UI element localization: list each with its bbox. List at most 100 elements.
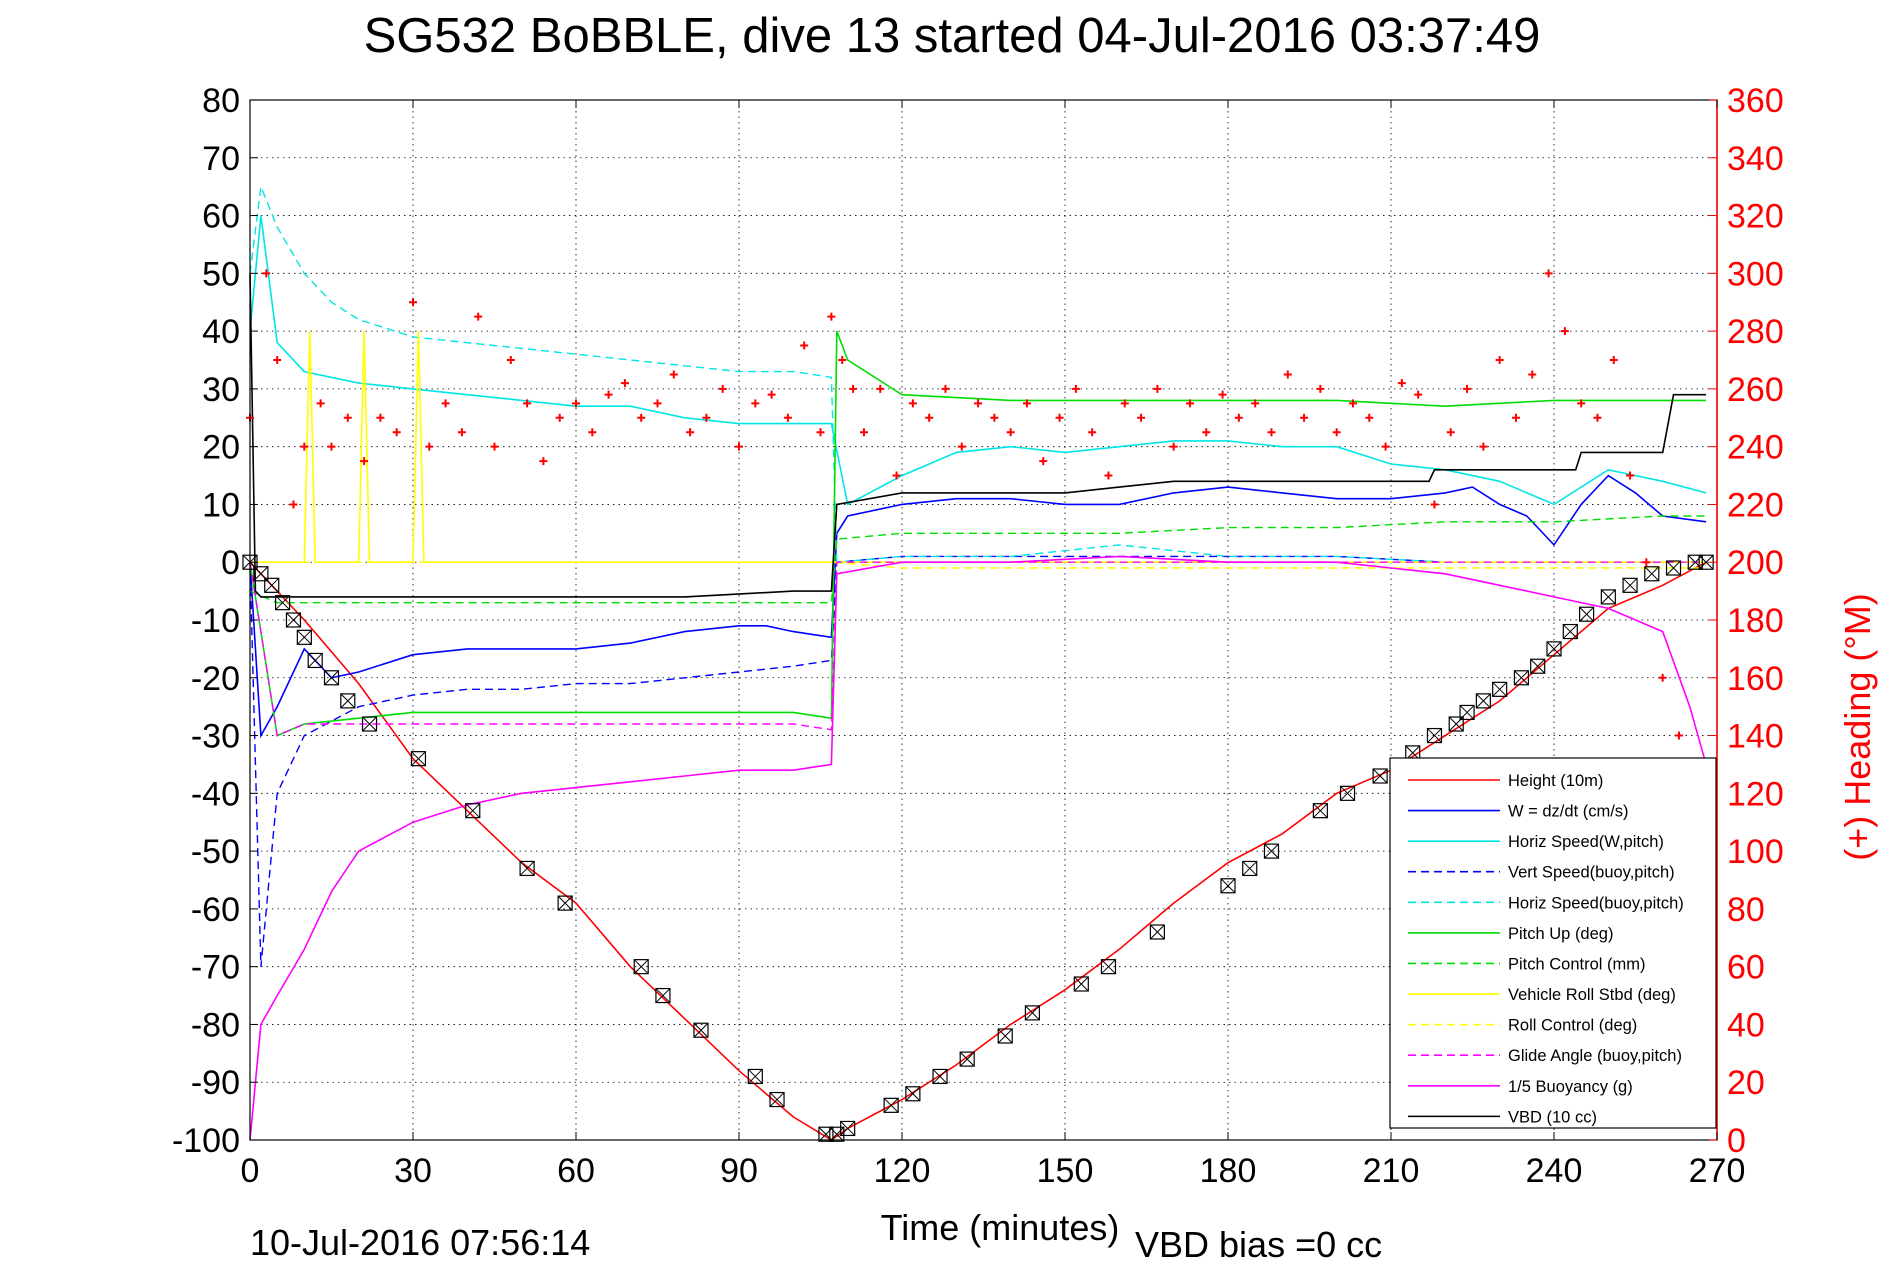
height-marker-cross <box>519 861 535 876</box>
height-marker <box>465 803 481 819</box>
height-marker <box>253 566 269 582</box>
y-right-tick-label: 120 <box>1727 775 1784 813</box>
height-marker-cross <box>1579 606 1594 622</box>
y-left-tick-label: 70 <box>202 140 240 178</box>
y-left-tick-label: -50 <box>191 833 240 871</box>
height-marker-cross <box>1514 670 1529 686</box>
y-left-tick-label: -10 <box>191 602 240 640</box>
height-marker <box>1149 924 1165 940</box>
height-marker <box>1492 681 1508 697</box>
height-marker <box>1448 716 1464 732</box>
height-marker <box>883 1097 899 1113</box>
heading-point <box>620 379 629 388</box>
series-1-5-buoyancy-g <box>249 555 1707 1141</box>
height-marker <box>307 652 323 669</box>
heading-point <box>637 413 646 422</box>
heading-point <box>800 341 809 350</box>
heading-point <box>588 428 597 437</box>
heading-point <box>539 457 548 466</box>
heading-point <box>718 384 727 393</box>
height-marker-cross <box>1644 566 1660 582</box>
heading-point <box>1642 558 1651 567</box>
heading-point <box>1267 428 1276 437</box>
heading-point <box>1511 413 1520 422</box>
heading-point <box>1234 413 1243 422</box>
heading-point <box>1348 399 1357 408</box>
heading-point <box>1316 384 1325 393</box>
height-marker-cross <box>286 612 301 628</box>
x-tick-label: 90 <box>720 1152 758 1190</box>
heading-point <box>1218 390 1227 399</box>
height-marker <box>1513 670 1530 686</box>
heading-point <box>686 428 695 437</box>
y-right-tick-label: 260 <box>1727 371 1784 409</box>
heading-point <box>262 269 271 278</box>
height-marker-cross <box>1372 768 1388 784</box>
heading-point <box>876 384 885 393</box>
height-marker <box>1622 577 1638 593</box>
series-pitch-up-deg <box>249 330 1707 737</box>
y-right-tick-label: 320 <box>1727 198 1784 236</box>
y-right-tick-label: 20 <box>1727 1064 1765 1102</box>
heading-point <box>1397 379 1406 388</box>
right-axis: 3603403203002802602402202001801601401201… <box>1709 82 1784 1160</box>
height-marker-cross <box>997 1028 1013 1044</box>
height-marker-cross <box>1242 861 1258 876</box>
height-marker-cross <box>1073 976 1089 992</box>
x-tick-label: 150 <box>1037 1152 1094 1190</box>
height-marker <box>1459 704 1475 721</box>
footer-vbd-bias: VBD bias =0 cc <box>1135 1224 1382 1262</box>
legend-label: VBD (10 cc) <box>1508 1108 1597 1126</box>
height-marker-cross <box>362 716 377 732</box>
height-marker <box>1372 768 1388 784</box>
heading-point <box>1022 399 1031 408</box>
heading-point <box>816 428 825 437</box>
y-left-tick-label: -80 <box>191 1006 240 1044</box>
heading-point <box>1202 428 1211 437</box>
heading-point <box>1674 731 1683 740</box>
height-marker-cross <box>1220 878 1236 894</box>
height-marker <box>1220 878 1236 894</box>
y-right-tick-label: 220 <box>1727 486 1784 524</box>
heading-point <box>702 413 711 422</box>
y-right-tick-label: 80 <box>1727 891 1765 929</box>
y-right-tick-label: 180 <box>1727 602 1784 640</box>
series-w-dz-dt-cm-s <box>249 474 1707 739</box>
heading-point <box>1365 413 1374 422</box>
heading-point <box>1039 457 1048 466</box>
y-right-tick-label: 160 <box>1727 660 1784 698</box>
heading-point <box>474 312 483 321</box>
heading-point <box>1283 370 1292 379</box>
heading-point <box>669 370 678 379</box>
legend-label: Pitch Up (deg) <box>1508 925 1613 943</box>
heading-point <box>735 442 743 451</box>
y-left-tick-label: -70 <box>191 949 240 987</box>
y-left-tick-label: -30 <box>191 718 240 756</box>
height-marker-cross <box>340 693 356 709</box>
height-marker <box>818 1126 834 1142</box>
x-tick-label: 270 <box>1689 1152 1746 1190</box>
heading-point <box>289 500 298 509</box>
height-marker <box>840 1120 856 1137</box>
height-marker <box>557 895 573 911</box>
y-right-tick-label: 240 <box>1727 429 1784 467</box>
x-axis: 0 30 60 90 120 150 180 210 240 270 <box>241 100 1746 1190</box>
heading-point <box>376 413 385 422</box>
heading-point <box>523 399 532 408</box>
height-marker-cross <box>905 1086 921 1102</box>
height-marker <box>410 751 427 767</box>
height-marker-cross <box>1666 560 1681 576</box>
height-marker-cross <box>1025 1005 1040 1021</box>
height-marker-cross <box>275 595 290 611</box>
height-marker <box>1530 658 1546 674</box>
heading-point <box>300 442 309 451</box>
y-left-tick-label: -90 <box>191 1064 240 1102</box>
height-marker-cross <box>1476 693 1491 709</box>
height-marker-cross <box>296 629 312 645</box>
heading-point <box>974 399 983 408</box>
y-left-tick-label: 30 <box>202 371 240 409</box>
height-marker-cross <box>1562 624 1578 639</box>
heading-point <box>838 356 847 364</box>
heading-point <box>555 413 564 422</box>
height-marker-cross <box>693 1022 709 1038</box>
